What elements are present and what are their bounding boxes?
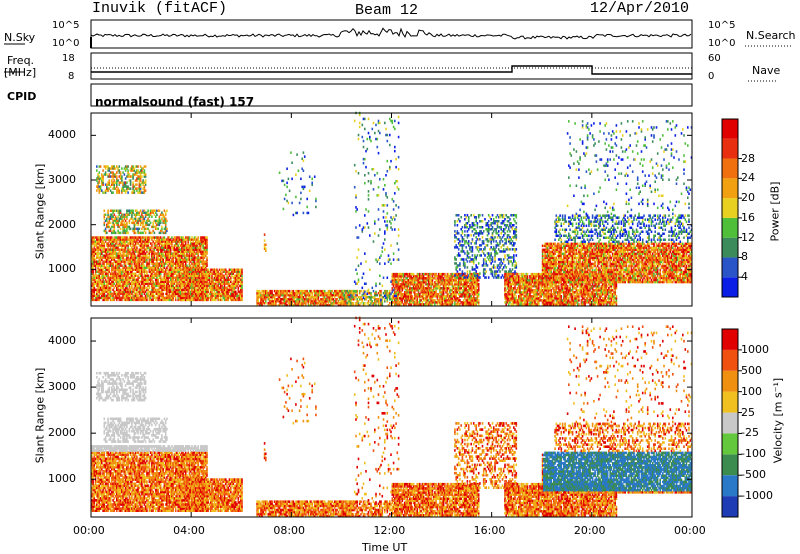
freq-strip	[91, 53, 692, 79]
echo-cell	[146, 271, 148, 274]
nsky-trace	[91, 28, 691, 39]
rti-figure	[0, 0, 800, 554]
cpid-strip	[91, 84, 692, 106]
echo-cell	[136, 246, 138, 249]
freq-trace	[91, 66, 692, 74]
power-scatter	[91, 112, 692, 307]
nsky-strip	[91, 20, 692, 48]
